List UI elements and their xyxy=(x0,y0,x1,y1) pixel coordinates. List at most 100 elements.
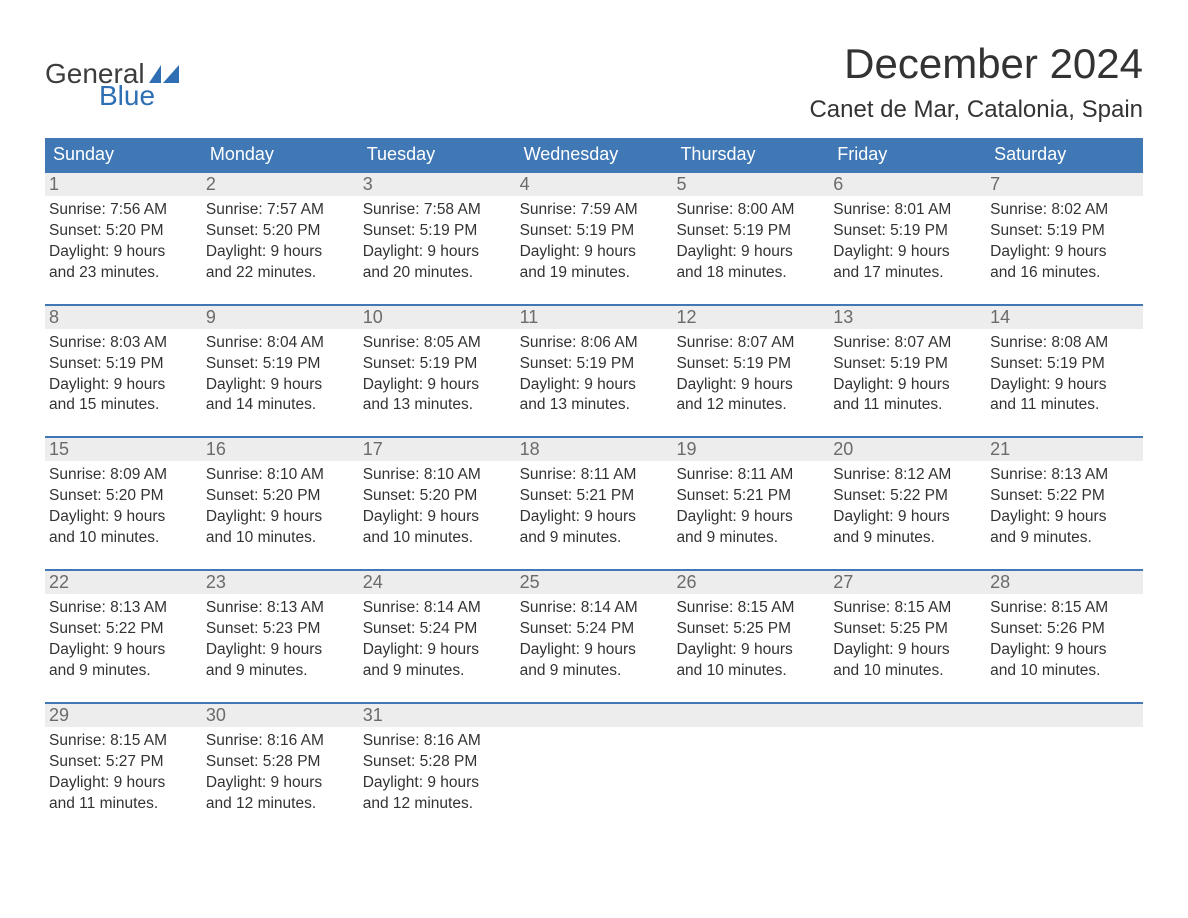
sunset-line: Sunset: 5:19 PM xyxy=(206,354,355,375)
day-content: Sunrise: 8:16 AMSunset: 5:28 PMDaylight:… xyxy=(359,727,516,815)
daylight-line-1: Daylight: 9 hours xyxy=(520,640,669,661)
daylight-line-1: Daylight: 9 hours xyxy=(676,242,825,263)
calendar-day: 28Sunrise: 8:15 AMSunset: 5:26 PMDayligh… xyxy=(986,571,1143,686)
calendar-day: 18Sunrise: 8:11 AMSunset: 5:21 PMDayligh… xyxy=(516,438,673,553)
day-number: 15 xyxy=(45,438,202,461)
daylight-line-2: and 10 minutes. xyxy=(676,661,825,682)
sunset-line: Sunset: 5:22 PM xyxy=(990,486,1139,507)
weekday-header: Friday xyxy=(829,138,986,171)
day-content: Sunrise: 8:10 AMSunset: 5:20 PMDaylight:… xyxy=(202,461,359,549)
day-content: Sunrise: 7:57 AMSunset: 5:20 PMDaylight:… xyxy=(202,196,359,284)
calendar-day: 19Sunrise: 8:11 AMSunset: 5:21 PMDayligh… xyxy=(672,438,829,553)
sunrise-line: Sunrise: 8:15 AM xyxy=(833,598,982,619)
day-number-row: 13 xyxy=(829,306,986,329)
daylight-line-1: Daylight: 9 hours xyxy=(520,375,669,396)
day-number-row: 15 xyxy=(45,438,202,461)
daylight-line-1: Daylight: 9 hours xyxy=(363,507,512,528)
sunset-line: Sunset: 5:19 PM xyxy=(676,221,825,242)
day-number-row: 27 xyxy=(829,571,986,594)
day-number-row: 29 xyxy=(45,704,202,727)
day-content: Sunrise: 7:58 AMSunset: 5:19 PMDaylight:… xyxy=(359,196,516,284)
title-block: December 2024 Canet de Mar, Catalonia, S… xyxy=(809,40,1143,124)
sunrise-line: Sunrise: 8:11 AM xyxy=(520,465,669,486)
sunrise-line: Sunrise: 8:13 AM xyxy=(990,465,1139,486)
day-number: 25 xyxy=(516,571,673,594)
calendar-week: 22Sunrise: 8:13 AMSunset: 5:22 PMDayligh… xyxy=(45,569,1143,686)
day-number-row: 12 xyxy=(672,306,829,329)
sunrise-line: Sunrise: 8:12 AM xyxy=(833,465,982,486)
day-number: 27 xyxy=(829,571,986,594)
day-number: 14 xyxy=(986,306,1143,329)
sunrise-line: Sunrise: 8:10 AM xyxy=(363,465,512,486)
daylight-line-2: and 10 minutes. xyxy=(833,661,982,682)
calendar-day: 10Sunrise: 8:05 AMSunset: 5:19 PMDayligh… xyxy=(359,306,516,421)
daylight-line-2: and 12 minutes. xyxy=(206,794,355,815)
sunset-line: Sunset: 5:21 PM xyxy=(676,486,825,507)
day-content: Sunrise: 8:01 AMSunset: 5:19 PMDaylight:… xyxy=(829,196,986,284)
weekday-header: Wednesday xyxy=(516,138,673,171)
sunset-line: Sunset: 5:23 PM xyxy=(206,619,355,640)
calendar-day xyxy=(986,704,1143,819)
daylight-line-1: Daylight: 9 hours xyxy=(206,375,355,396)
daylight-line-2: and 9 minutes. xyxy=(520,528,669,549)
daylight-line-2: and 12 minutes. xyxy=(676,395,825,416)
calendar-day: 15Sunrise: 8:09 AMSunset: 5:20 PMDayligh… xyxy=(45,438,202,553)
weekday-header: Thursday xyxy=(672,138,829,171)
day-number: 30 xyxy=(202,704,359,727)
daylight-line-2: and 18 minutes. xyxy=(676,263,825,284)
day-number: 24 xyxy=(359,571,516,594)
day-number: 29 xyxy=(45,704,202,727)
sunrise-line: Sunrise: 8:10 AM xyxy=(206,465,355,486)
daylight-line-2: and 22 minutes. xyxy=(206,263,355,284)
day-number: 12 xyxy=(672,306,829,329)
daylight-line-2: and 10 minutes. xyxy=(206,528,355,549)
weekday-header: Tuesday xyxy=(359,138,516,171)
day-number-row: 2 xyxy=(202,173,359,196)
sunset-line: Sunset: 5:19 PM xyxy=(363,354,512,375)
sunset-line: Sunset: 5:22 PM xyxy=(833,486,982,507)
daylight-line-1: Daylight: 9 hours xyxy=(363,242,512,263)
sunset-line: Sunset: 5:20 PM xyxy=(49,486,198,507)
sunrise-line: Sunrise: 8:03 AM xyxy=(49,333,198,354)
calendar-day: 7Sunrise: 8:02 AMSunset: 5:19 PMDaylight… xyxy=(986,173,1143,288)
sunrise-line: Sunrise: 8:13 AM xyxy=(206,598,355,619)
daylight-line-2: and 9 minutes. xyxy=(833,528,982,549)
day-number-row: 9 xyxy=(202,306,359,329)
calendar-day: 30Sunrise: 8:16 AMSunset: 5:28 PMDayligh… xyxy=(202,704,359,819)
daylight-line-1: Daylight: 9 hours xyxy=(990,242,1139,263)
daylight-line-1: Daylight: 9 hours xyxy=(49,242,198,263)
day-number: 10 xyxy=(359,306,516,329)
daylight-line-1: Daylight: 9 hours xyxy=(833,640,982,661)
calendar-day: 13Sunrise: 8:07 AMSunset: 5:19 PMDayligh… xyxy=(829,306,986,421)
daylight-line-2: and 9 minutes. xyxy=(990,528,1139,549)
day-content: Sunrise: 7:56 AMSunset: 5:20 PMDaylight:… xyxy=(45,196,202,284)
sunrise-line: Sunrise: 8:15 AM xyxy=(676,598,825,619)
day-number: 9 xyxy=(202,306,359,329)
day-number: 8 xyxy=(45,306,202,329)
daylight-line-2: and 10 minutes. xyxy=(990,661,1139,682)
sunset-line: Sunset: 5:28 PM xyxy=(363,752,512,773)
sunrise-line: Sunrise: 8:08 AM xyxy=(990,333,1139,354)
day-content: Sunrise: 7:59 AMSunset: 5:19 PMDaylight:… xyxy=(516,196,673,284)
daylight-line-1: Daylight: 9 hours xyxy=(49,773,198,794)
daylight-line-1: Daylight: 9 hours xyxy=(520,242,669,263)
day-number-row: 5 xyxy=(672,173,829,196)
day-number: 5 xyxy=(672,173,829,196)
daylight-line-1: Daylight: 9 hours xyxy=(676,375,825,396)
sunrise-line: Sunrise: 7:59 AM xyxy=(520,200,669,221)
day-content: Sunrise: 8:14 AMSunset: 5:24 PMDaylight:… xyxy=(516,594,673,682)
calendar-day: 27Sunrise: 8:15 AMSunset: 5:25 PMDayligh… xyxy=(829,571,986,686)
sunset-line: Sunset: 5:25 PM xyxy=(676,619,825,640)
location: Canet de Mar, Catalonia, Spain xyxy=(809,96,1143,124)
day-number-row: 10 xyxy=(359,306,516,329)
daylight-line-2: and 15 minutes. xyxy=(49,395,198,416)
calendar: SundayMondayTuesdayWednesdayThursdayFrid… xyxy=(45,138,1143,818)
day-number: 2 xyxy=(202,173,359,196)
day-content: Sunrise: 8:07 AMSunset: 5:19 PMDaylight:… xyxy=(672,329,829,417)
day-number-row: 7 xyxy=(986,173,1143,196)
daylight-line-2: and 9 minutes. xyxy=(206,661,355,682)
daylight-line-2: and 14 minutes. xyxy=(206,395,355,416)
sunset-line: Sunset: 5:20 PM xyxy=(206,486,355,507)
day-number-row: 17 xyxy=(359,438,516,461)
day-number: 28 xyxy=(986,571,1143,594)
